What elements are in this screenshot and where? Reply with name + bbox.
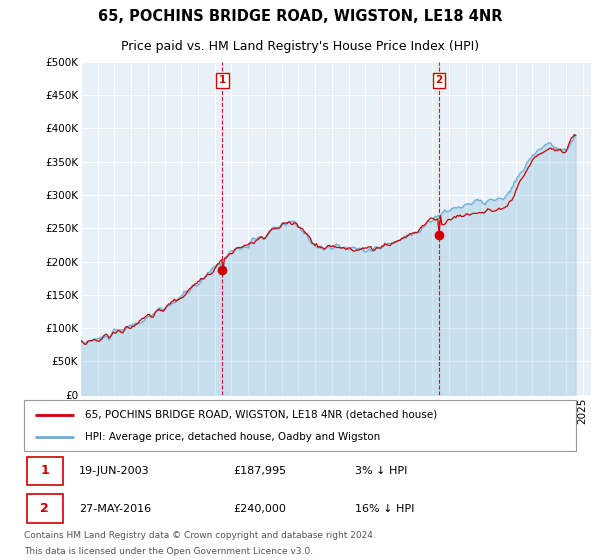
Text: 2: 2 (436, 75, 443, 85)
Text: This data is licensed under the Open Government Licence v3.0.: This data is licensed under the Open Gov… (24, 547, 313, 556)
Text: £187,995: £187,995 (234, 466, 287, 476)
Text: 65, POCHINS BRIDGE ROAD, WIGSTON, LE18 4NR (detached house): 65, POCHINS BRIDGE ROAD, WIGSTON, LE18 4… (85, 409, 437, 419)
Text: 1: 1 (219, 75, 226, 85)
Text: 65, POCHINS BRIDGE ROAD, WIGSTON, LE18 4NR: 65, POCHINS BRIDGE ROAD, WIGSTON, LE18 4… (98, 9, 502, 24)
Text: 2: 2 (40, 502, 49, 515)
FancyBboxPatch shape (27, 456, 62, 486)
Text: 1: 1 (40, 464, 49, 478)
FancyBboxPatch shape (24, 400, 576, 451)
Text: 3% ↓ HPI: 3% ↓ HPI (355, 466, 407, 476)
Text: £240,000: £240,000 (234, 504, 287, 514)
Text: HPI: Average price, detached house, Oadby and Wigston: HPI: Average price, detached house, Oadb… (85, 432, 380, 442)
Text: Contains HM Land Registry data © Crown copyright and database right 2024.: Contains HM Land Registry data © Crown c… (24, 531, 376, 540)
FancyBboxPatch shape (27, 494, 62, 523)
Text: 19-JUN-2003: 19-JUN-2003 (79, 466, 150, 476)
Text: 27-MAY-2016: 27-MAY-2016 (79, 504, 151, 514)
Text: Price paid vs. HM Land Registry's House Price Index (HPI): Price paid vs. HM Land Registry's House … (121, 40, 479, 53)
Text: 16% ↓ HPI: 16% ↓ HPI (355, 504, 415, 514)
